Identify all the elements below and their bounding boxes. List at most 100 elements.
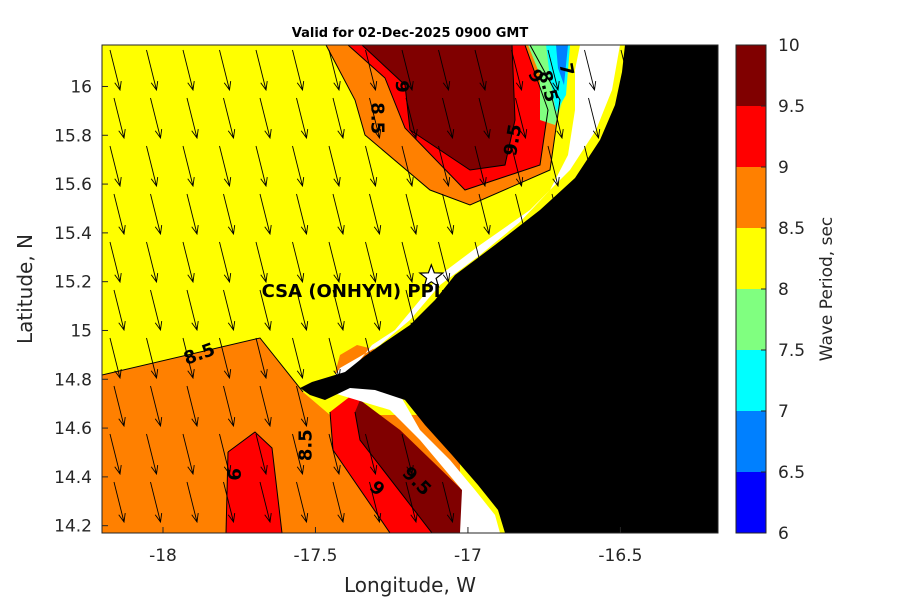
wave-arrow xyxy=(150,289,163,332)
wave-arrow xyxy=(328,433,341,476)
wave-arrow xyxy=(109,145,122,188)
wave-arrow xyxy=(365,337,378,380)
wave-arrow xyxy=(401,145,414,188)
wave-arrow xyxy=(401,241,414,284)
wave-arrow xyxy=(401,49,414,92)
wave-arrow xyxy=(332,97,345,140)
wave-arrow xyxy=(808,98,819,138)
colorbar-bin xyxy=(736,167,766,228)
wave-arrow xyxy=(186,385,199,428)
land-mass xyxy=(300,45,718,533)
wave-arrow xyxy=(113,289,126,332)
wave-arrow xyxy=(771,482,782,522)
colorbar-tick-label: 9.5 xyxy=(778,97,805,117)
wave-arrow xyxy=(328,49,341,92)
y-tick-label: 15.6 xyxy=(54,175,92,195)
wave-arrow xyxy=(109,337,122,380)
wave-arrow xyxy=(255,145,268,188)
site-marker-group: CSA (ONHYM) PPL EP xyxy=(262,263,477,302)
wave-arrow xyxy=(219,337,232,380)
wave-arrow xyxy=(405,97,418,140)
wave-arrow xyxy=(804,338,815,378)
wave-arrow xyxy=(146,241,159,284)
wave-arrow xyxy=(113,97,126,140)
wave-arrow xyxy=(584,49,597,92)
wave-arrow xyxy=(223,193,236,236)
wave-arrow xyxy=(405,481,418,524)
wave-arrow xyxy=(332,193,345,236)
wave-arrow xyxy=(259,289,272,332)
wave-arrow xyxy=(401,433,414,476)
wave-arrow xyxy=(150,385,163,428)
wave-arrow xyxy=(219,49,232,92)
x-axis-ticks: -18 -17.5 -17 -16.5 xyxy=(149,527,642,566)
wave-arrow xyxy=(804,434,815,474)
colorbar-bin xyxy=(736,289,766,350)
colorbar-tick-label: 9 xyxy=(778,158,789,178)
wave-arrow xyxy=(584,145,597,188)
colorbar-bin xyxy=(736,411,766,472)
y-tick-label: 14.6 xyxy=(54,419,92,439)
wave-arrow xyxy=(332,289,345,332)
wave-arrow xyxy=(182,337,195,380)
wave-arrow xyxy=(146,145,159,188)
wave-arrow xyxy=(296,289,309,332)
wave-arrow xyxy=(804,50,815,90)
wave-arrow xyxy=(515,97,528,140)
wave-arrow xyxy=(259,481,272,524)
wave-arrow xyxy=(808,482,819,522)
y-tick-label: 15 xyxy=(70,321,92,341)
wave-arrow xyxy=(259,385,272,428)
contour-label: 7 xyxy=(555,61,578,77)
wave-arrow xyxy=(113,481,126,524)
wave-arrow xyxy=(186,481,199,524)
wave-arrow xyxy=(113,193,126,236)
wave-arrow xyxy=(405,289,418,332)
contour-label: 9 xyxy=(391,80,412,93)
wave-arrow xyxy=(259,97,272,140)
colorbar-tick-label: 7.5 xyxy=(778,341,805,361)
colorbar-bin xyxy=(736,106,766,167)
wave-arrow xyxy=(223,385,236,428)
wave-arrow xyxy=(150,193,163,236)
colorbar-tick-label: 8.5 xyxy=(778,219,805,239)
map-title: Valid for 02-Dec-2025 0900 GMT xyxy=(292,26,529,41)
contour-region-9-9.5-southwest xyxy=(226,432,282,533)
colorbar-tick-label: 8 xyxy=(778,280,789,300)
wave-arrow xyxy=(255,433,268,476)
wave-arrow xyxy=(369,193,382,236)
wave-arrow xyxy=(804,242,815,282)
plot-area xyxy=(102,45,819,533)
coastal-strip xyxy=(325,45,620,533)
colorbar-bin xyxy=(736,228,766,289)
x-tick-label: -17.5 xyxy=(293,546,337,566)
wave-arrow xyxy=(620,49,633,92)
wave-arrow xyxy=(442,193,455,236)
wave-arrow xyxy=(186,97,199,140)
colorbar-tick-label: 6.5 xyxy=(778,463,805,483)
contour-region-9.5-10-north xyxy=(362,45,515,170)
wave-arrow xyxy=(369,289,382,332)
wave-arrow xyxy=(296,481,309,524)
wave-arrow xyxy=(588,97,601,140)
y-tick-label: 14.8 xyxy=(54,370,92,390)
wave-arrow xyxy=(515,193,528,236)
x-tick-label: -16.5 xyxy=(598,546,642,566)
wave-arrow xyxy=(186,289,199,332)
y-tick-label: 15.2 xyxy=(54,273,92,293)
wave-arrow xyxy=(223,481,236,524)
wave-arrow xyxy=(369,481,382,524)
contour-label: 8.5 xyxy=(295,429,316,461)
wave-arrow xyxy=(109,433,122,476)
wave-arrow xyxy=(767,242,778,282)
contour-region-6.5-7 xyxy=(556,45,568,85)
wave-arrow xyxy=(292,241,305,284)
wave-arrow xyxy=(328,145,341,188)
wave-arrow xyxy=(219,433,232,476)
colorbar: 10 9.5 9 8.5 8 7.5 7 6.5 6 xyxy=(735,36,805,544)
x-tick-label: -18 xyxy=(149,546,177,566)
x-tick-label: -17 xyxy=(454,546,482,566)
wave-arrow xyxy=(255,337,268,380)
y-axis-label: Latitude, N xyxy=(13,234,37,344)
